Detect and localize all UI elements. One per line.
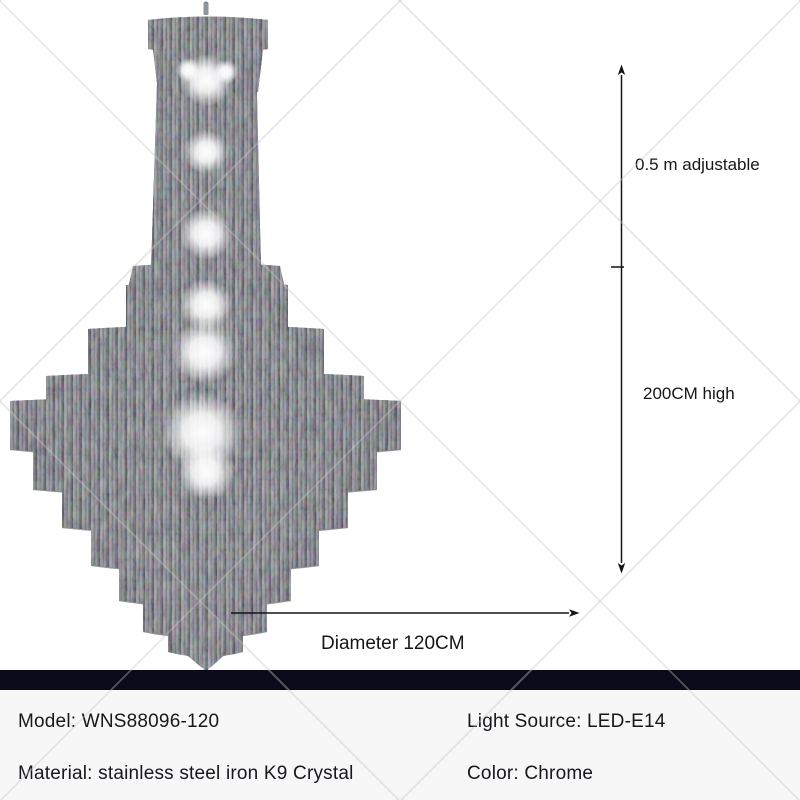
height-label: 200CM high	[643, 384, 735, 403]
chandelier-body	[9, 1, 402, 672]
chandelier-image	[9, 1, 626, 672]
product-image-area: 0.5 m adjustable 200CM high Diameter 120…	[9, 1, 760, 672]
dimension-lines	[231, 64, 626, 617]
specs-panel: Model: WNS88096-120 Light Source: LED-E1…	[0, 690, 800, 800]
spec-color: Color: Chrome	[467, 763, 594, 784]
divider-bar	[0, 670, 800, 690]
spec-material: Material: stainless steel iron K9 Crysta…	[18, 763, 354, 784]
diameter-label: Diameter 120CM	[321, 633, 465, 654]
spec-light-source: Light Source: LED-E14	[467, 711, 666, 732]
spec-model: Model: WNS88096-120	[18, 711, 220, 732]
adjustable-label: 0.5 m adjustable	[635, 155, 760, 174]
